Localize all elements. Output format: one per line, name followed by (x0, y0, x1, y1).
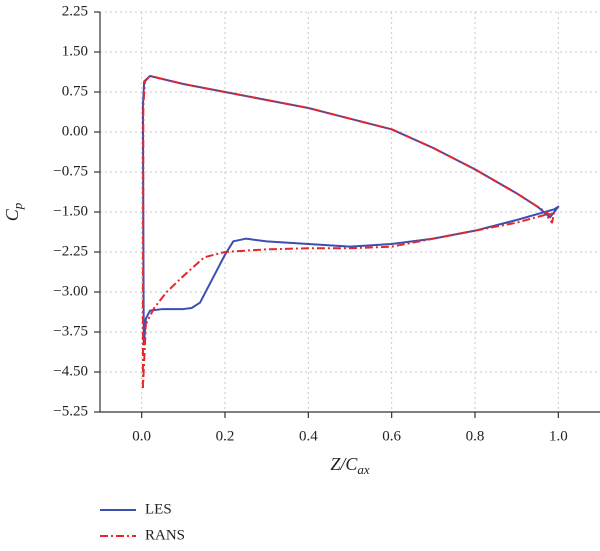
y-tick-label: 1.50 (62, 43, 88, 59)
y-tick-label: 0.00 (62, 123, 88, 139)
y-tick-label: −3.00 (53, 283, 88, 299)
x-tick-label: 1.0 (549, 428, 568, 444)
y-tick-label: −5.25 (53, 403, 88, 419)
x-tick-label: 0.6 (382, 428, 401, 444)
y-tick-label: −1.50 (53, 203, 88, 219)
y-axis-label: Cp (2, 202, 25, 221)
series-line (141, 75, 556, 389)
y-tick-label: 2.25 (62, 3, 88, 19)
x-tick-label: 0.8 (466, 428, 485, 444)
y-tick-label: −4.50 (53, 363, 88, 379)
legend-label: RANS (145, 527, 185, 543)
y-tick-label: 0.75 (62, 83, 88, 99)
series-line (141, 75, 560, 346)
y-tick-label: −3.75 (53, 323, 88, 339)
legend-label: LES (145, 501, 172, 517)
x-axis-label: Z/Cax (330, 454, 370, 477)
x-tick-label: 0.4 (299, 428, 318, 444)
y-label-sub: p (10, 202, 25, 210)
x-tick-label: 0.0 (132, 428, 151, 444)
y-tick-label: −2.25 (53, 243, 88, 259)
y-tick-label: −0.75 (53, 163, 88, 179)
y-label-main: C (2, 208, 22, 221)
x-label-main: Z/C (330, 454, 358, 474)
x-tick-label: 0.2 (216, 428, 235, 444)
x-label-sub: ax (357, 462, 370, 477)
